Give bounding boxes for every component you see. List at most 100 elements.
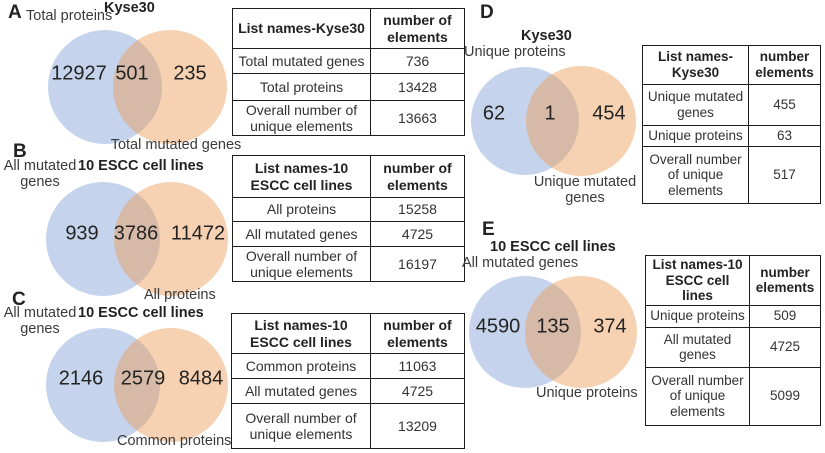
table-row: Overall number of unique elements 13663 <box>232 99 465 137</box>
venn-left-circle-icon <box>48 30 162 144</box>
panel-c-table: List names-10 ESCC cell lines number of … <box>231 313 465 449</box>
table-row: All mutated genes 4725 <box>231 378 465 404</box>
panel-c-venn-diagram <box>46 328 228 442</box>
panel-c-letter: C <box>12 289 26 310</box>
table-cell-name: All mutated genes <box>231 378 371 404</box>
panel-d-left-set-label: Unique proteins <box>464 44 566 60</box>
table-row: Total proteins 13428 <box>232 73 465 101</box>
table-cell-value: 4725 <box>749 326 821 368</box>
venn-right-circle-icon <box>525 276 637 388</box>
table-cell-name: Overall number of unique elements <box>645 366 750 426</box>
table-cell-value: 455 <box>748 84 821 126</box>
panel-b-overlap-count: 3786 <box>113 222 159 245</box>
panel-b-letter: B <box>13 141 27 162</box>
panel-d-overlap-count: 1 <box>544 102 556 125</box>
panel-d-letter: D <box>480 2 494 23</box>
table-row: All mutated genes 4725 <box>645 326 821 368</box>
panel-d-title: Kyse30 <box>521 28 572 44</box>
panel-d-venn-diagram <box>471 66 636 176</box>
panel-a-overlap-count: 501 <box>115 62 149 85</box>
table-cell-name: Unique proteins <box>645 304 750 328</box>
panel-b-title: 10 ESCC cell lines <box>78 158 204 174</box>
table-row: Overall number of unique elements 517 <box>642 146 821 204</box>
panel-b-right-count: 11472 <box>170 222 226 245</box>
table-row: All mutated genes 4725 <box>232 221 465 247</box>
panel-d-right-set-label: Unique mutated genes <box>533 174 637 207</box>
table-d-col1-header: List names-Kyse30 <box>642 45 749 85</box>
panel-a-venn-diagram <box>48 30 227 144</box>
venn-right-circle-icon <box>114 328 228 442</box>
panel-b-right-set-label: All proteins <box>144 287 216 303</box>
table-cell-value: 5099 <box>749 366 821 426</box>
table-d-col2-header: number elements <box>748 45 821 85</box>
table-row: Common proteins 11063 <box>231 353 465 379</box>
table-b-col1-header: List names-10 ESCC cell lines <box>232 155 371 198</box>
panel-b-venn-diagram <box>46 182 228 296</box>
panel-e-letter: E <box>482 219 495 240</box>
table-row: Overall number of unique elements 16197 <box>232 245 465 283</box>
panel-d-right-count: 454 <box>592 102 626 125</box>
panel-e-left-set-label: All mutated genes <box>462 255 579 271</box>
table-cell-value: 509 <box>749 304 821 328</box>
panel-c-right-set-label: Common proteins <box>117 433 232 449</box>
table-cell-value: 517 <box>748 146 821 204</box>
table-c-col2-header: number of elements <box>370 313 465 354</box>
table-cell-name: Overall number of unique elements <box>231 403 371 449</box>
table-cell-name: Overall number of unique elements <box>232 99 371 137</box>
venn-right-circle-icon <box>114 182 228 296</box>
panel-a-title: Kyse30 <box>104 0 155 16</box>
panel-e-venn-diagram <box>469 276 637 388</box>
table-a-col1-header: List names-Kyse30 <box>232 8 371 49</box>
table-row: Total mutated genes 736 <box>232 48 465 74</box>
panel-e-overlap-count: 135 <box>536 315 570 338</box>
venn-left-circle-icon <box>46 182 160 296</box>
panel-e-right-set-label: Unique proteins <box>536 385 638 401</box>
table-cell-name: All mutated genes <box>645 326 750 368</box>
table-cell-value: 13209 <box>370 403 465 449</box>
panel-a-left-set-label: Total proteins <box>26 8 113 24</box>
table-cell-name: Unique mutated genes <box>642 84 749 126</box>
table-cell-name: Overall number of unique elements <box>642 146 749 204</box>
table-row: Overall number of unique elements 5099 <box>645 366 821 426</box>
panel-a-left-count: 12927 <box>51 62 107 85</box>
panel-c-overlap-count: 2579 <box>120 367 166 390</box>
venn-left-circle-icon <box>471 67 579 175</box>
panel-e-title: 10 ESCC cell lines <box>490 239 616 255</box>
table-b-col2-header: number of elements <box>370 155 465 198</box>
panel-a-table: List names-Kyse30 number of elements Tot… <box>232 8 465 137</box>
table-cell-name: Overall number of unique elements <box>232 245 371 283</box>
panel-c-title: 10 ESCC cell lines <box>78 305 204 321</box>
table-row: Overall number of unique elements 13209 <box>231 403 465 449</box>
table-cell-value: 736 <box>370 48 465 74</box>
table-row: Unique proteins 63 <box>642 125 821 147</box>
panel-a-right-count: 235 <box>173 62 207 85</box>
table-cell-value: 16197 <box>370 245 465 283</box>
panel-e-right-count: 374 <box>593 315 627 338</box>
table-cell-value: 4725 <box>370 221 465 247</box>
table-e-col2-header: number elements <box>749 255 821 306</box>
panel-b-left-count: 939 <box>65 222 99 245</box>
table-cell-name: Common proteins <box>231 353 371 379</box>
table-row: Unique mutated genes 455 <box>642 84 821 126</box>
table-cell-name: Total proteins <box>232 73 371 101</box>
table-e-col1-header: List names-10 ESCC cell lines <box>645 255 750 306</box>
panel-c-left-count: 2146 <box>58 367 104 390</box>
table-cell-name: All proteins <box>232 197 371 222</box>
table-a-col2-header: number of elements <box>370 8 465 49</box>
table-c-col1-header: List names-10 ESCC cell lines <box>231 313 371 354</box>
panel-d-table: List names-Kyse30 number elements Unique… <box>642 45 821 204</box>
table-cell-name: Total mutated genes <box>232 48 371 74</box>
table-row: All proteins 15258 <box>232 197 465 222</box>
table-cell-value: 13428 <box>370 73 465 101</box>
table-cell-value: 11063 <box>370 353 465 379</box>
venn-right-circle-icon <box>113 30 227 144</box>
panel-e-table: List names-10 ESCC cell lines number ele… <box>645 255 821 426</box>
venn-left-circle-icon <box>469 276 581 388</box>
panel-c-right-count: 8484 <box>178 367 224 390</box>
table-cell-value: 63 <box>748 125 821 147</box>
panel-d-left-count: 62 <box>482 102 506 125</box>
venn-left-circle-icon <box>46 328 160 442</box>
panel-c-left-set-label: All mutated genes <box>3 305 77 338</box>
table-cell-value: 4725 <box>370 378 465 404</box>
